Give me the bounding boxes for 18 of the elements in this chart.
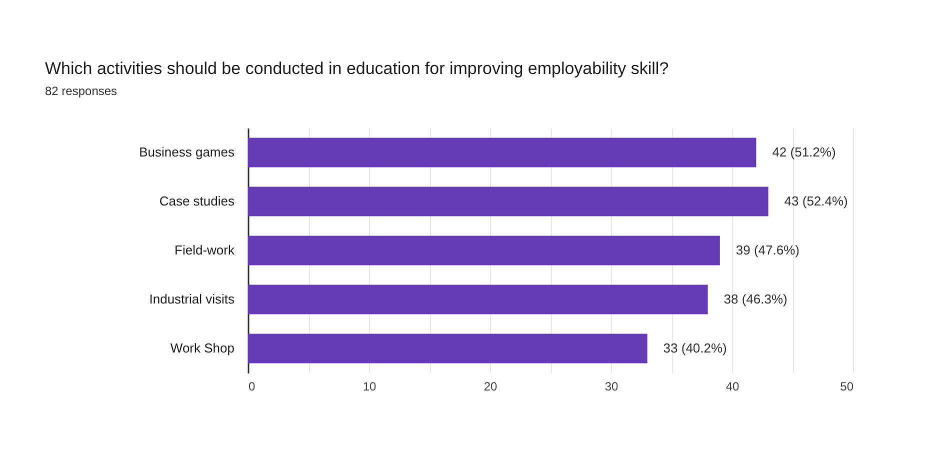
chart-title: Which activities should be conducted in education for improving employability skill? [45, 59, 669, 78]
data-label: 33 (40.2%) [663, 340, 727, 356]
x-tick-label: 0 [248, 380, 256, 394]
text: 82 responses [45, 84, 118, 98]
x-tick-label: 20 [484, 380, 498, 394]
data-label: 39 (47.6%) [736, 242, 800, 258]
x-tick-label: 50 [840, 380, 854, 394]
x-tick-label: 10 [362, 380, 376, 394]
x-tick-label: 40 [726, 380, 740, 394]
y-tick-label: Work Shop [170, 340, 234, 356]
data-label: 43 (52.4%) [784, 194, 848, 208]
y-tick-label: Business games [139, 144, 235, 160]
y-tick-label: Case studies [159, 194, 235, 208]
x-tick-label: 30 [604, 380, 618, 394]
data-label: 38 (46.3%) [724, 292, 788, 306]
data-label: 42 (51.2%) [772, 144, 836, 160]
y-tick-label: Industrial visits [149, 292, 235, 306]
y-tick-label: Field-work [174, 242, 235, 258]
